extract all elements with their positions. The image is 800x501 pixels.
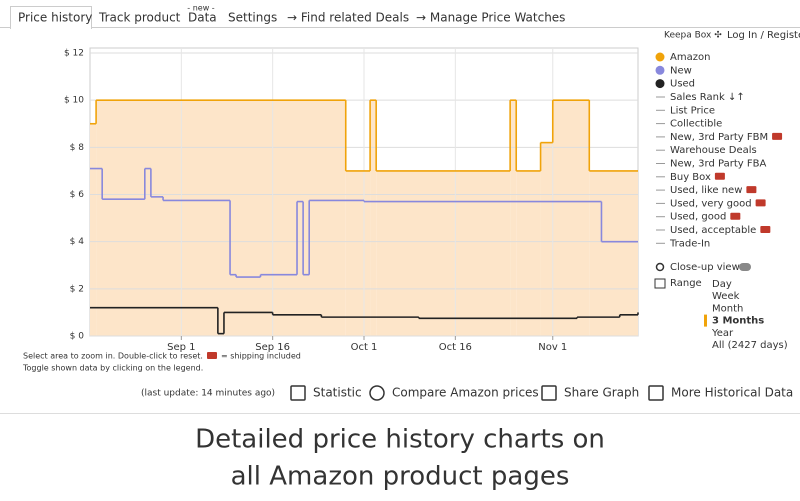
tab[interactable]: Data [188, 11, 217, 25]
closeup-icon [655, 262, 665, 272]
legend-entry[interactable]: Warehouse Deals [670, 145, 757, 156]
tab[interactable]: Track product [98, 11, 181, 25]
y-tick-label: $ 2 [70, 284, 84, 294]
range-label: Range [670, 278, 702, 289]
caption-line: all Amazon product pages [231, 462, 570, 492]
area-segment [540, 142, 553, 336]
range-icon [654, 278, 666, 289]
tab[interactable]: Price history [18, 11, 92, 25]
y-tick-label: $ 6 [70, 190, 85, 200]
area-segment [90, 123, 97, 336]
shipping-icon [760, 226, 771, 233]
legend-entry[interactable]: Used, like new [670, 185, 742, 196]
legend-entry[interactable]: List Price [670, 105, 715, 116]
area-segment [510, 100, 517, 337]
legend-dot[interactable] [655, 79, 665, 89]
legend-entry[interactable]: Used, acceptable [670, 225, 756, 236]
footer-button[interactable]: Compare Amazon prices [392, 386, 539, 400]
footer-button[interactable]: Statistic [313, 386, 362, 400]
legend-entry[interactable]: Used [670, 79, 695, 90]
tab[interactable]: → Manage Price Watches [416, 11, 565, 25]
area-segment [552, 100, 590, 337]
shipping-icon [772, 132, 783, 140]
keepa-box-link[interactable]: Keepa Box ✣ [664, 31, 722, 41]
login-link[interactable]: Log In / Register [727, 30, 800, 41]
tab-badge: - new - [187, 4, 215, 13]
range-option[interactable]: All (2427 days) [712, 340, 788, 351]
legend-dot[interactable] [655, 52, 665, 62]
shipping-icon [730, 212, 741, 220]
range-selected-bar [704, 314, 707, 327]
x-tick-label: Oct 1 [351, 342, 378, 353]
footer-button[interactable]: More Historical Data [671, 386, 793, 400]
button-icon [290, 385, 306, 401]
area-segment [376, 170, 511, 336]
y-tick-label: $ 10 [64, 96, 84, 106]
x-tick-label: Oct 16 [439, 342, 472, 353]
shipping-icon [207, 352, 217, 359]
x-tick-label: Sep 16 [255, 342, 290, 353]
x-tick-label: Sep 1 [167, 342, 195, 353]
legend-entry[interactable]: Used, good [670, 212, 726, 223]
area-segment [345, 170, 371, 336]
legend-entry[interactable]: Trade-In [669, 238, 710, 249]
legend-entry[interactable]: Sales Rank ↓↑ [670, 92, 745, 103]
closeup-toggle[interactable]: Close-up view [670, 262, 740, 273]
legend-entry[interactable]: Collectible [670, 119, 722, 130]
legend-entry[interactable]: New [670, 65, 692, 76]
y-tick-label: $ 8 [70, 143, 85, 153]
shipping-icon [746, 186, 757, 194]
legend-entry[interactable]: Used, very good [670, 198, 752, 209]
button-icon [541, 385, 557, 401]
legend-entry[interactable]: Buy Box [670, 172, 711, 183]
legend-entry[interactable]: New, 3rd Party FBM [670, 132, 768, 143]
hint: Select area to zoom in. Double-click to … [23, 352, 203, 361]
toggle-switch[interactable] [739, 263, 751, 271]
caption-line: Detailed price history charts on [195, 425, 605, 455]
tab[interactable]: Settings [228, 11, 277, 25]
area-segment [516, 170, 541, 336]
area-segment [370, 100, 377, 337]
area-segment [589, 170, 638, 336]
y-tick-label: $ 0 [70, 332, 85, 342]
shipping-note: = shipping included [221, 352, 301, 361]
button-icon [369, 385, 385, 401]
hint: Toggle shown data by clicking on the leg… [22, 364, 203, 373]
range-option[interactable]: Day [712, 279, 732, 290]
footer-button[interactable]: Share Graph [564, 386, 639, 400]
legend-entry[interactable]: Amazon [670, 52, 710, 63]
legend-dot[interactable] [655, 65, 665, 75]
shipping-icon [755, 199, 766, 207]
y-tick-label: $ 4 [70, 237, 85, 247]
shipping-icon [714, 172, 725, 180]
button-icon [648, 385, 664, 401]
legend-entry[interactable]: New, 3rd Party FBA [670, 159, 766, 170]
y-tick-label: $ 12 [64, 49, 84, 59]
range-option[interactable]: Week [712, 291, 740, 302]
range-option[interactable]: Month [712, 303, 743, 314]
range-option[interactable]: Year [711, 328, 734, 339]
area-segment [96, 100, 346, 337]
range-option[interactable]: 3 Months [712, 316, 764, 327]
tab-mask [11, 27, 91, 29]
x-tick-label: Nov 1 [538, 342, 567, 353]
tab[interactable]: → Find related Deals [287, 11, 409, 25]
last-update: (last update: 14 minutes ago) [141, 389, 275, 399]
